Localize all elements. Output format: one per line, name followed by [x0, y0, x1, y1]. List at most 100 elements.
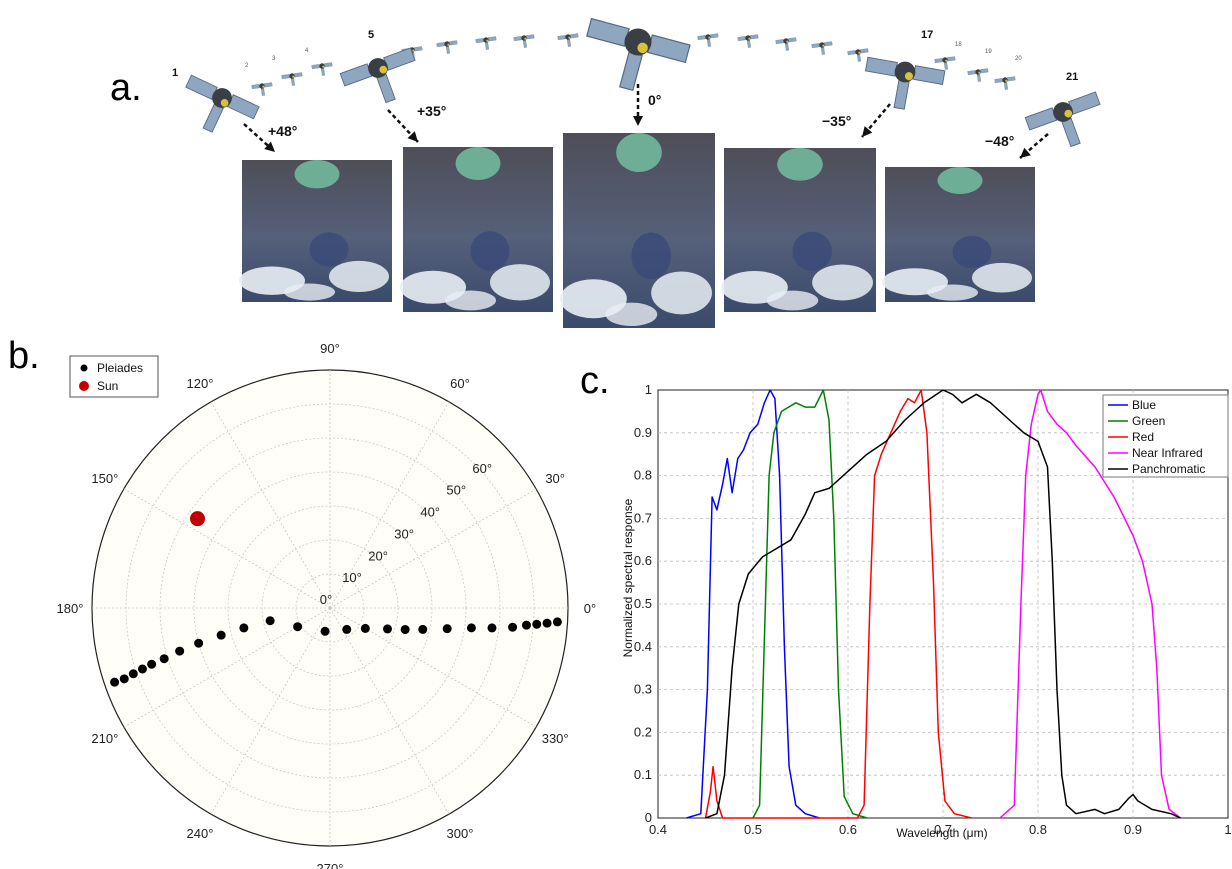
track-satellite-icon-3: [311, 62, 333, 76]
angle-tick-330: 330°: [542, 731, 569, 746]
angle-tick-30: 30°: [545, 471, 565, 486]
track-satellite-icon-12: [811, 41, 833, 55]
sat-number-17: 17: [921, 29, 933, 41]
satellite-icon-21: [1024, 91, 1101, 148]
series-line-near-infrared: [999, 389, 1181, 819]
legend-marker-pleiades: [80, 364, 88, 372]
pleiades-point-3: [128, 669, 138, 679]
track-satellite-icon-6: [475, 36, 497, 50]
y-tick-label: 0.5: [634, 596, 652, 611]
y-tick-label: 0.4: [634, 639, 652, 654]
polar-plot: 0° 30° 60° 90° 120° 150° 180° 210° 240° 270° 300° 3…: [57, 341, 597, 869]
legend-marker-sun: [79, 381, 89, 391]
x-tick-label: 0.7: [934, 822, 952, 837]
pleiades-point-17: [400, 625, 410, 635]
y-tick-label: 0.1: [634, 767, 652, 782]
pleiades-point-19: [442, 624, 452, 634]
x-tick-label: 0.8: [1029, 822, 1047, 837]
pleiades-point-25: [542, 618, 552, 628]
panel-label-a: a.: [110, 67, 142, 109]
x-tick-label: 0.6: [839, 822, 857, 837]
angle-tick-0: 0°: [584, 601, 596, 616]
legend-label-pleiades: Pleiades: [97, 361, 143, 375]
angle-tick-120: 120°: [187, 376, 214, 391]
track-number-18: 18: [955, 42, 962, 48]
radial-tick-50: 50°: [446, 483, 466, 498]
sat-number-1: 1: [172, 67, 178, 79]
angle-tick-300: 300°: [447, 826, 474, 841]
pleiades-point-22: [508, 622, 518, 632]
spectral-legend: Blue Green Red Near Infrared Panchromati…: [1102, 394, 1229, 478]
x-tick-label: 0.4: [649, 822, 667, 837]
y-tick-label: 0.7: [634, 510, 652, 525]
track-satellite-icon-8: [557, 33, 579, 47]
radial-tick-20: 20°: [368, 548, 388, 563]
track-number-3: 3: [272, 56, 276, 62]
x-axis-title: Wavelength (μm): [896, 826, 987, 840]
angle-label-m48: −48°: [985, 133, 1014, 149]
angle-tick-150: 150°: [91, 471, 118, 486]
track-satellite-icon-9: [697, 33, 719, 47]
pleiades-point-15: [360, 623, 370, 633]
series-line-blue: [686, 389, 820, 819]
arrow-p35: [387, 109, 419, 143]
pleiades-point-16: [383, 624, 393, 634]
angle-tick-210: 210°: [91, 731, 118, 746]
legend-label-blue: Blue: [1132, 398, 1156, 412]
angle-tick-270: 270°: [317, 861, 344, 869]
satellite-icon-5: [339, 47, 416, 104]
pleiades-point-13: [320, 626, 330, 636]
track-number-4: 4: [305, 48, 309, 54]
y-tick-label: 0.2: [634, 724, 652, 739]
track-satellite-icon-2: [281, 72, 303, 86]
panel-label-b: b.: [8, 335, 40, 377]
pleiades-point-26: [552, 617, 562, 627]
image-0: [559, 133, 715, 328]
pleiades-point-21: [487, 623, 497, 633]
pleiades-point-6: [159, 654, 169, 664]
pleiades-point-4: [137, 664, 147, 674]
track-number-2: 2: [245, 63, 249, 69]
pleiades-point-12: [293, 622, 303, 632]
pointing-arrows: [243, 84, 1049, 159]
arrow-0: [633, 84, 643, 126]
track-satellite-icon-15: [967, 68, 989, 82]
radial-tick-40: 40°: [420, 505, 440, 520]
pleiades-point-10: [239, 623, 249, 633]
y-tick-label: 0.9: [634, 425, 652, 440]
radial-tick-0: 0°: [320, 592, 332, 607]
x-tick-label: 1: [1224, 822, 1231, 837]
angle-tick-60: 60°: [450, 376, 470, 391]
angle-label-p48: +48°: [268, 123, 297, 139]
polar-legend: Pleiades Sun: [69, 355, 159, 398]
track-satellite-icon-11: [775, 37, 797, 51]
pleiades-point-23: [521, 620, 531, 630]
angle-label-p35: +35°: [417, 103, 446, 119]
satellite-icon-center: [586, 17, 691, 92]
arrow-m35: [861, 103, 891, 138]
track-number-20: 20: [1015, 56, 1022, 62]
track-satellite-icon-10: [737, 34, 759, 48]
track-satellite-icon-14: [934, 56, 956, 70]
legend-label-red: Red: [1132, 430, 1154, 444]
image-p35: [400, 147, 553, 312]
radial-tick-30: 30°: [394, 526, 414, 541]
pleiades-point-24: [532, 619, 542, 629]
x-tick-label: 0.5: [744, 822, 762, 837]
pleiades-point-7: [175, 646, 185, 656]
legend-label-green: Green: [1132, 414, 1165, 428]
angle-tick-90: 90°: [320, 341, 340, 356]
radial-tick-10: 10°: [342, 570, 362, 585]
angle-label-m35: −35°: [822, 113, 851, 129]
acquired-images: [239, 133, 1035, 328]
legend-label-nir: Near Infrared: [1132, 446, 1203, 460]
arrow-p48: [243, 123, 276, 153]
track-satellite-icon-7: [513, 34, 535, 48]
track-satellite-icon-13: [847, 48, 869, 62]
pleiades-point-5: [147, 659, 157, 669]
pleiades-point-20: [466, 623, 476, 633]
sat-number-5: 5: [368, 29, 374, 41]
track-satellite-icon-16: [994, 76, 1016, 90]
image-m35: [720, 148, 876, 312]
sun-point-1: [190, 511, 206, 527]
